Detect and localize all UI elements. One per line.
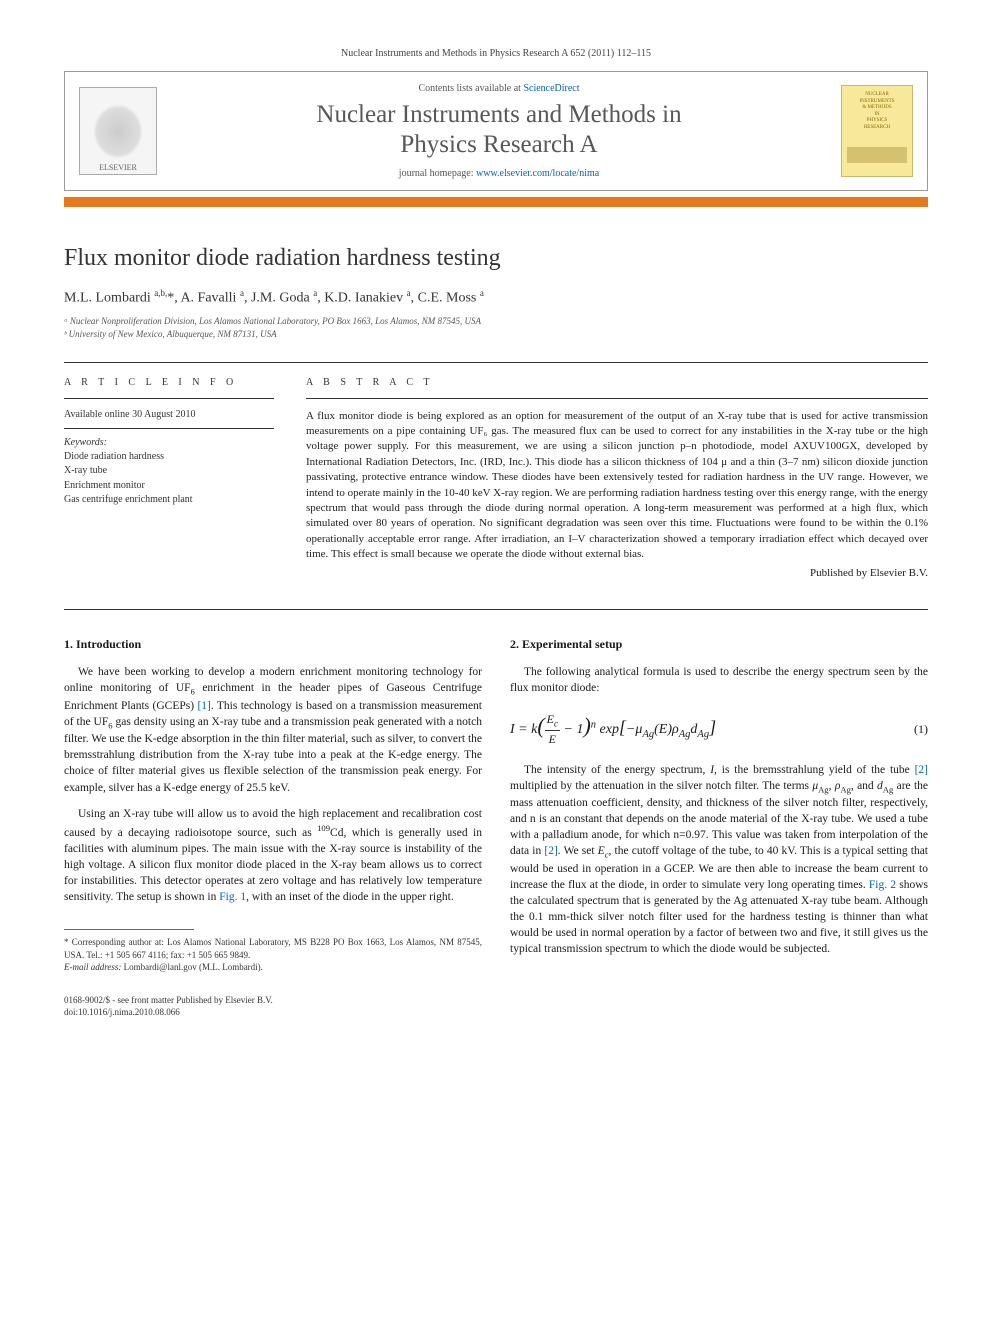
abstract-heading: A B S T R A C T	[306, 377, 928, 399]
keywords: Diode radiation hardness X-ray tube Enri…	[64, 450, 274, 508]
authors: M.L. Lombardi a,b,*, A. Favalli a, J.M. …	[64, 288, 928, 307]
email-address: Lombardi@lanl.gov (M.L. Lombardi).	[124, 962, 263, 972]
orange-divider	[64, 197, 928, 207]
section-2-heading: 2. Experimental setup	[510, 636, 928, 653]
equation-1: I = k⁠(EcE − 1)n exp[−μAg(E)ρAgdAg] (1)	[510, 711, 928, 748]
body-divider	[64, 609, 928, 610]
section-1-p1: We have been working to develop a modern…	[64, 664, 482, 795]
body-columns: 1. Introduction We have been working to …	[64, 636, 928, 1019]
sciencedirect-link[interactable]: ScienceDirect	[523, 83, 579, 94]
fig-2-link[interactable]: Fig. 2	[869, 879, 896, 891]
affiliation-b: ᵇ University of New Mexico, Albuquerque,…	[64, 328, 928, 342]
abstract: A B S T R A C T A flux monitor diode is …	[306, 377, 928, 579]
elsevier-tree-icon	[93, 104, 143, 159]
article-info-heading: A R T I C L E I N F O	[64, 377, 274, 399]
section-2-p2: The intensity of the energy spectrum, I,…	[510, 762, 928, 958]
ref-2-link-b[interactable]: [2]	[544, 845, 557, 857]
journal-title: Nuclear Instruments and Methods in Physi…	[167, 100, 831, 160]
section-1-heading: 1. Introduction	[64, 636, 482, 653]
footer-meta: 0168-9002/$ - see front matter Published…	[64, 994, 482, 1019]
fig-1-link[interactable]: Fig. 1	[219, 891, 246, 903]
header-center: Contents lists available at ScienceDirec…	[157, 83, 841, 179]
journal-cover-thumb: NUCLEAR INSTRUMENTS & METHODS IN PHYSICS…	[841, 85, 913, 177]
article-title: Flux monitor diode radiation hardness te…	[64, 245, 928, 272]
right-column: 2. Experimental setup The following anal…	[510, 636, 928, 1019]
footnote-separator	[64, 929, 194, 930]
page: Nuclear Instruments and Methods in Physi…	[0, 0, 992, 1067]
elsevier-logo: ELSEVIER	[79, 87, 157, 175]
homepage-link[interactable]: www.elsevier.com/locate/nima	[476, 168, 599, 179]
section-2-p1: The following analytical formula is used…	[510, 664, 928, 696]
available-online: Available online 30 August 2010	[64, 409, 274, 429]
article-info: A R T I C L E I N F O Available online 3…	[64, 377, 274, 579]
publisher-line: Published by Elsevier B.V.	[306, 567, 928, 579]
info-abstract-row: A R T I C L E I N F O Available online 3…	[64, 362, 928, 579]
abstract-text: A flux monitor diode is being explored a…	[306, 409, 928, 563]
journal-reference: Nuclear Instruments and Methods in Physi…	[64, 48, 928, 59]
contents-line: Contents lists available at ScienceDirec…	[167, 83, 831, 94]
elsevier-label: ELSEVIER	[99, 163, 137, 172]
affiliation-a: ᵃ Nuclear Nonproliferation Division, Los…	[64, 315, 928, 329]
equation-1-number: (1)	[914, 721, 928, 738]
equation-body: I = k⁠(EcE − 1)n exp[−μAg(E)ρAgdAg]	[510, 711, 716, 748]
journal-header: ELSEVIER Contents lists available at Sci…	[64, 71, 928, 191]
ref-1-link[interactable]: [1]	[197, 700, 210, 712]
corresponding-footnote: * Corresponding author at: Los Alamos Na…	[64, 936, 482, 974]
affiliations: ᵃ Nuclear Nonproliferation Division, Los…	[64, 315, 928, 342]
keywords-label: Keywords:	[64, 437, 274, 448]
left-column: 1. Introduction We have been working to …	[64, 636, 482, 1019]
section-1-p2: Using an X-ray tube will allow us to avo…	[64, 806, 482, 905]
ref-2-link-a[interactable]: [2]	[915, 764, 928, 776]
homepage-line: journal homepage: www.elsevier.com/locat…	[167, 168, 831, 179]
